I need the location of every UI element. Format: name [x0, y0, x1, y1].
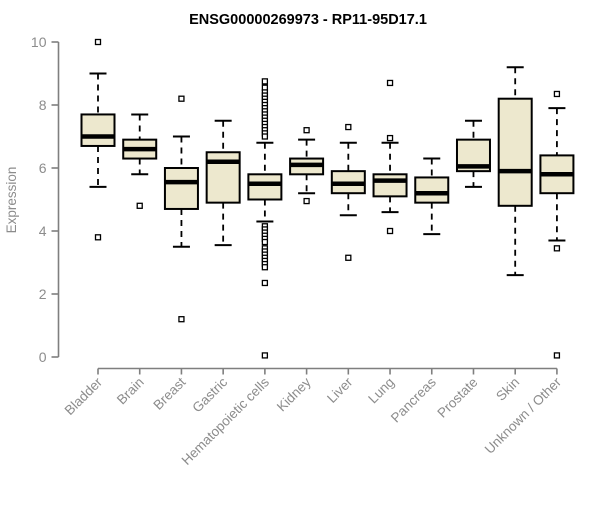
category-label: Kidney: [274, 374, 314, 414]
category-label: Liver: [324, 374, 356, 406]
y-axis-tick-label: 4: [39, 223, 47, 239]
boxplot-group: Liver: [324, 123, 366, 406]
iqr-box: [80, 113, 116, 147]
outlier-point: [94, 234, 102, 241]
outlier-point: [261, 133, 269, 140]
chart-title: ENSG00000269973 - RP11-95D17.1: [189, 12, 427, 28]
boxplot-group: Brain: [114, 113, 158, 408]
outlier-point: [261, 279, 269, 287]
y-axis-tick-label: 6: [39, 160, 47, 176]
outlier-point: [261, 264, 269, 271]
category-label: Breast: [150, 374, 188, 412]
outlier-point: [178, 95, 185, 102]
boxplot-group: Pancreas: [388, 157, 450, 425]
outlier-point: [386, 227, 394, 235]
boxplot-group: Kidney: [274, 127, 325, 414]
boxplot-group: Prostate: [434, 119, 491, 421]
category-label: Brain: [114, 375, 147, 408]
outlier-point: [386, 134, 394, 142]
outlier-point: [553, 245, 561, 252]
y-axis-title: Expression: [4, 167, 19, 234]
outlier-point: [553, 352, 561, 359]
outlier-point: [345, 254, 352, 261]
outlier-point: [261, 238, 269, 246]
iqr-box: [497, 97, 533, 207]
y-axis-tick-label: 8: [39, 97, 47, 113]
outlier-point: [303, 127, 310, 134]
category-label: Gastric: [189, 374, 230, 415]
category-label: Bladder: [62, 374, 106, 418]
iqr-box: [163, 167, 199, 210]
iqr-box: [247, 173, 283, 201]
boxplot-group: Lung: [365, 79, 408, 407]
category-label: Lung: [365, 375, 397, 407]
axes-layer: 0 2 4 6 8 10: [31, 34, 557, 370]
boxplot-group: Skin: [493, 66, 533, 404]
y-axis-tick-label: 2: [39, 286, 47, 302]
outlier-point: [345, 123, 352, 131]
outlier-point: [303, 197, 310, 205]
boxplot-group: Breast: [150, 95, 199, 413]
outlier-point: [136, 202, 143, 209]
boxplot-group: Gastric: [189, 119, 241, 415]
outlier-point: [178, 316, 185, 323]
outlier-point: [261, 352, 269, 359]
outlier-point: [553, 90, 561, 98]
category-label: Unknown / Other: [482, 374, 565, 457]
category-label: Pancreas: [388, 374, 439, 425]
iqr-box: [372, 173, 408, 198]
iqr-box: [414, 176, 450, 204]
boxplot-group: Bladder: [62, 38, 116, 418]
outlier-point: [386, 79, 394, 87]
category-label: Prostate: [434, 375, 480, 421]
y-axis-tick-label: 10: [31, 34, 47, 50]
category-label: Skin: [493, 375, 522, 404]
y-axis-tick-label: 0: [39, 349, 47, 365]
outlier-point: [94, 38, 102, 46]
outlier-point: [261, 78, 269, 85]
